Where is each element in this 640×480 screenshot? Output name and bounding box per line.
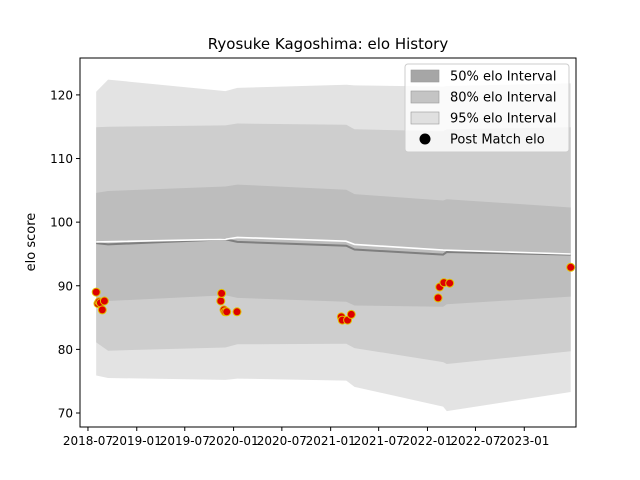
post-match-elo-point	[433, 293, 443, 303]
y-tick-label: 120	[50, 88, 73, 102]
x-tick-label: 2020-01	[209, 434, 259, 448]
x-tick-label: 2022-07	[450, 434, 500, 448]
y-tick-label: 100	[50, 216, 73, 230]
y-tick-label: 110	[50, 152, 73, 166]
plot-area	[91, 79, 576, 412]
post-match-elo-point	[232, 307, 242, 317]
x-tick-label: 2021-07	[354, 434, 404, 448]
post-match-elo-point	[97, 305, 107, 315]
legend-marker	[419, 133, 431, 145]
legend-swatch	[410, 90, 440, 104]
legend-swatch	[410, 69, 440, 83]
post-match-elo-point	[222, 307, 232, 317]
post-match-elo-point	[445, 278, 455, 288]
y-tick-label: 90	[58, 279, 73, 293]
post-match-elo-point	[99, 296, 109, 306]
x-tick-label: 2018-07	[63, 434, 113, 448]
x-tick-label: 2022-01	[402, 434, 452, 448]
prior-elo-line	[96, 236, 571, 255]
post-match-elo-point	[346, 309, 356, 319]
chart-title: Ryosuke Kagoshima: elo History	[208, 35, 449, 53]
y-tick-label: 70	[58, 407, 73, 421]
x-tick-label: 2020-07	[257, 434, 307, 448]
legend-label: Post Match elo	[450, 133, 545, 148]
post-match-elo-point	[91, 287, 101, 297]
y-axis: 70 80 90 100 110 120	[50, 88, 80, 421]
legend-box	[404, 63, 570, 153]
mean-elo-line	[96, 238, 571, 256]
legend: 50% elo Interval 80% elo Interval 95% elo …	[404, 63, 570, 153]
x-tick-label: 2019-01	[112, 434, 162, 448]
post-match-elo-point	[216, 296, 226, 306]
legend-label: 95% elo Interval	[450, 112, 557, 127]
x-tick-label: 2019-07	[160, 434, 210, 448]
x-axis: 2018-072019-012019-072020-012020-072021-…	[63, 427, 549, 448]
y-axis-label: elo score	[24, 213, 39, 272]
y-tick-label: 80	[58, 343, 73, 357]
legend-label: 80% elo Interval	[450, 91, 557, 106]
x-tick-label: 2021-01	[306, 434, 356, 448]
post-match-elo-point	[566, 262, 576, 272]
axes-frame	[79, 57, 577, 428]
legend-swatch	[410, 111, 440, 125]
post-match-elo-point	[217, 288, 227, 298]
legend-label: 50% elo Interval	[450, 70, 557, 85]
x-tick-label: 2023-01	[499, 434, 549, 448]
